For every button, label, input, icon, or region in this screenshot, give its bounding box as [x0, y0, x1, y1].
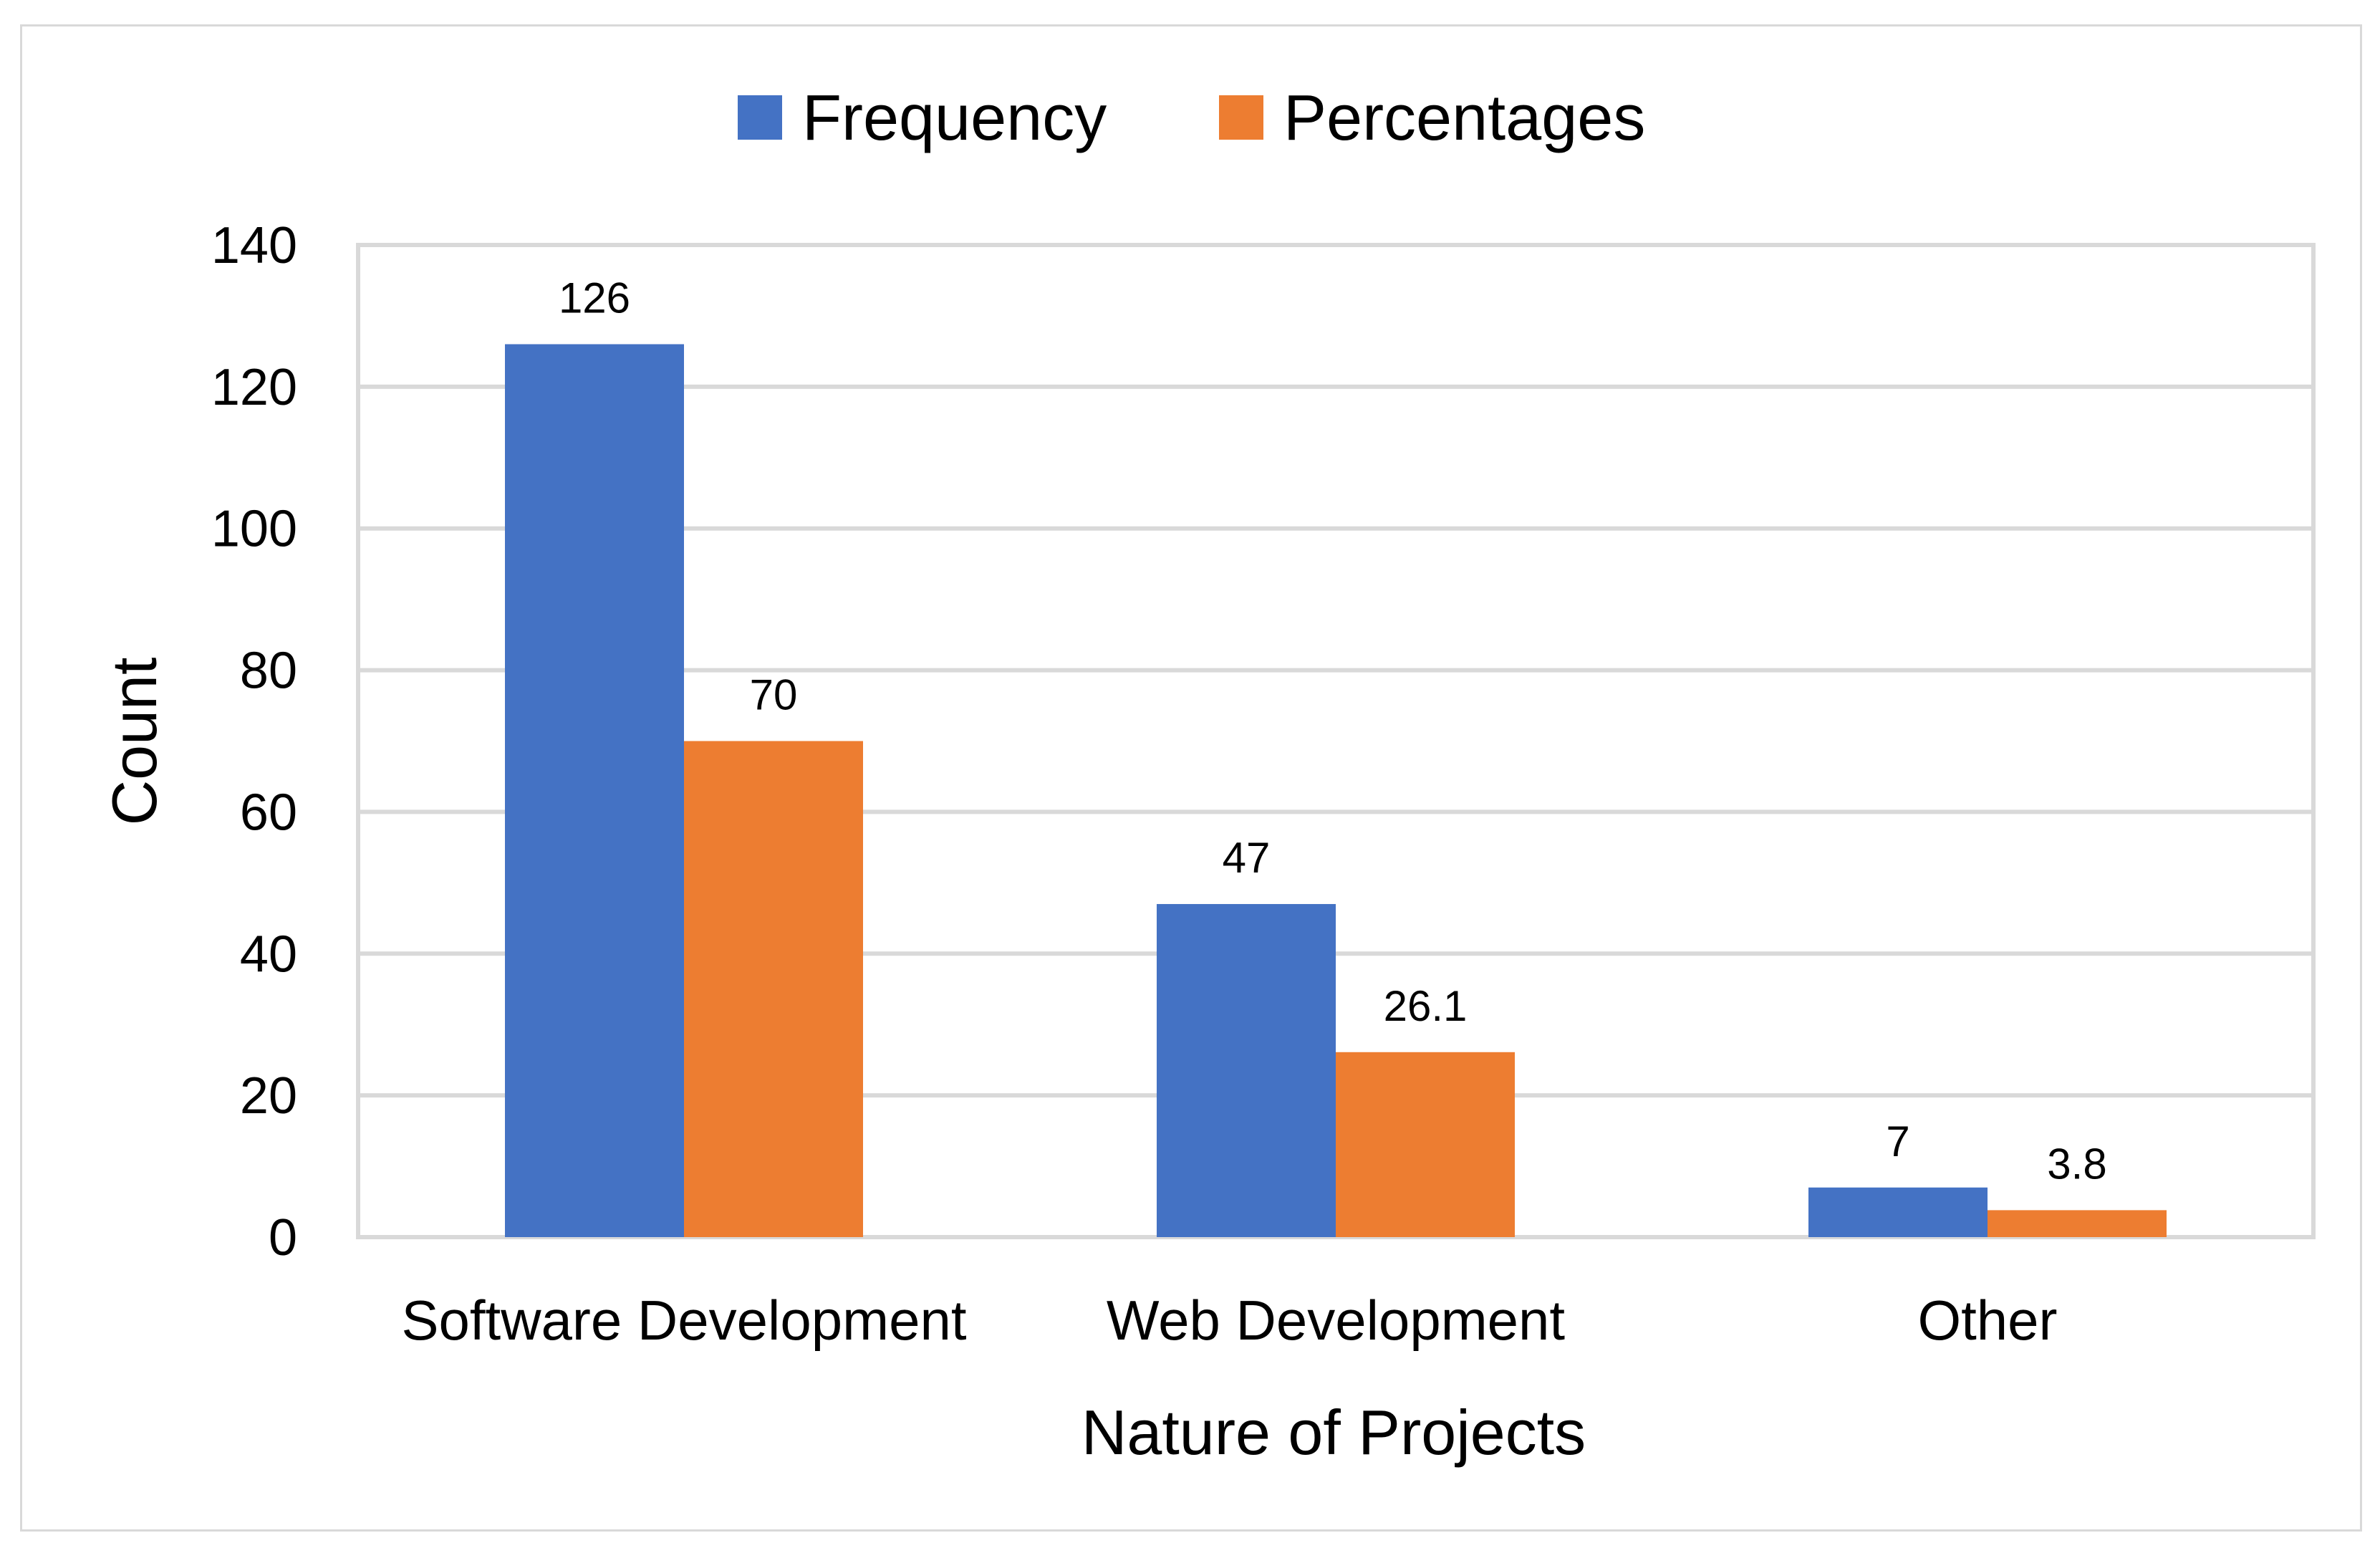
y-axis-title: Count — [99, 658, 170, 826]
bar-frequency-1 — [1157, 904, 1336, 1237]
y-tick-label: 60 — [240, 784, 297, 841]
data-label-frequency-1: 47 — [1223, 834, 1271, 882]
category-label: Other — [1917, 1289, 2057, 1352]
category-label: Software Development — [401, 1289, 966, 1352]
legend-swatch-frequency — [738, 95, 782, 140]
bar-percentages-2 — [1988, 1210, 2167, 1237]
legend-swatch-percentages — [1219, 95, 1263, 140]
legend: Frequency Percentages — [738, 82, 1645, 154]
data-label-percentages-1: 26.1 — [1384, 982, 1468, 1030]
bar-frequency-0 — [505, 344, 684, 1237]
legend-label-percentages: Percentages — [1283, 82, 1645, 154]
y-tick-label: 140 — [211, 217, 297, 274]
y-tick-label: 0 — [269, 1209, 297, 1266]
chart-frame — [20, 24, 2362, 1532]
plot-area: 0 20 40 60 80 100 120 140 126 70 47 26.1 7 3.8 Softw… — [211, 217, 2316, 1352]
bar-percentages-1 — [1336, 1052, 1515, 1237]
y-tick-label: 120 — [211, 359, 297, 416]
y-tick-labels: 0 20 40 60 80 100 120 140 — [211, 217, 297, 1266]
bar-frequency-2 — [1808, 1187, 1988, 1237]
data-label-frequency-0: 126 — [559, 274, 630, 322]
category-label: Web Development — [1107, 1289, 1566, 1352]
bar-percentages-0 — [684, 741, 863, 1237]
data-label-percentages-0: 70 — [750, 671, 798, 719]
y-tick-label: 40 — [240, 926, 297, 983]
data-label-frequency-2: 7 — [1886, 1117, 1909, 1165]
y-tick-label: 80 — [240, 643, 297, 700]
x-axis-title: Nature of Projects — [1081, 1397, 1586, 1468]
data-labels: 126 70 47 26.1 7 3.8 — [559, 274, 2107, 1188]
legend-label-frequency: Frequency — [802, 82, 1107, 154]
bars — [505, 344, 2167, 1237]
y-tick-label: 100 — [211, 501, 297, 558]
data-label-percentages-2: 3.8 — [2047, 1140, 2106, 1188]
category-labels: Software Development Web Development Other — [401, 1289, 2057, 1352]
y-tick-label: 20 — [240, 1067, 297, 1125]
